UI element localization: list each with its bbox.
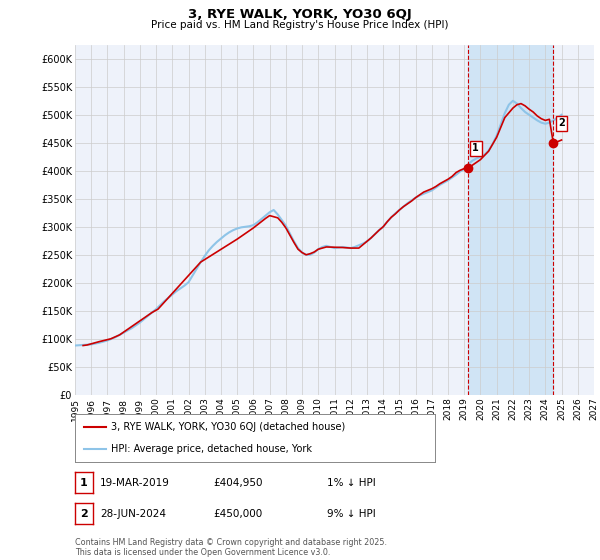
Text: 3, RYE WALK, YORK, YO30 6QJ: 3, RYE WALK, YORK, YO30 6QJ <box>188 8 412 21</box>
Text: HPI: Average price, detached house, York: HPI: Average price, detached house, York <box>111 444 312 454</box>
Text: 2: 2 <box>558 118 565 128</box>
Text: 28-JUN-2024: 28-JUN-2024 <box>100 508 166 519</box>
Text: 1% ↓ HPI: 1% ↓ HPI <box>327 478 376 488</box>
Text: 1: 1 <box>472 143 479 153</box>
Text: 19-MAR-2019: 19-MAR-2019 <box>100 478 170 488</box>
Text: 9% ↓ HPI: 9% ↓ HPI <box>327 508 376 519</box>
Text: 2: 2 <box>80 508 88 519</box>
Text: £404,950: £404,950 <box>213 478 263 488</box>
Text: Contains HM Land Registry data © Crown copyright and database right 2025.
This d: Contains HM Land Registry data © Crown c… <box>75 538 387 557</box>
Bar <box>467 45 553 395</box>
Text: £450,000: £450,000 <box>213 508 262 519</box>
Text: 1: 1 <box>80 478 88 488</box>
Text: 3, RYE WALK, YORK, YO30 6QJ (detached house): 3, RYE WALK, YORK, YO30 6QJ (detached ho… <box>111 422 345 432</box>
Text: Price paid vs. HM Land Registry's House Price Index (HPI): Price paid vs. HM Land Registry's House … <box>151 20 449 30</box>
